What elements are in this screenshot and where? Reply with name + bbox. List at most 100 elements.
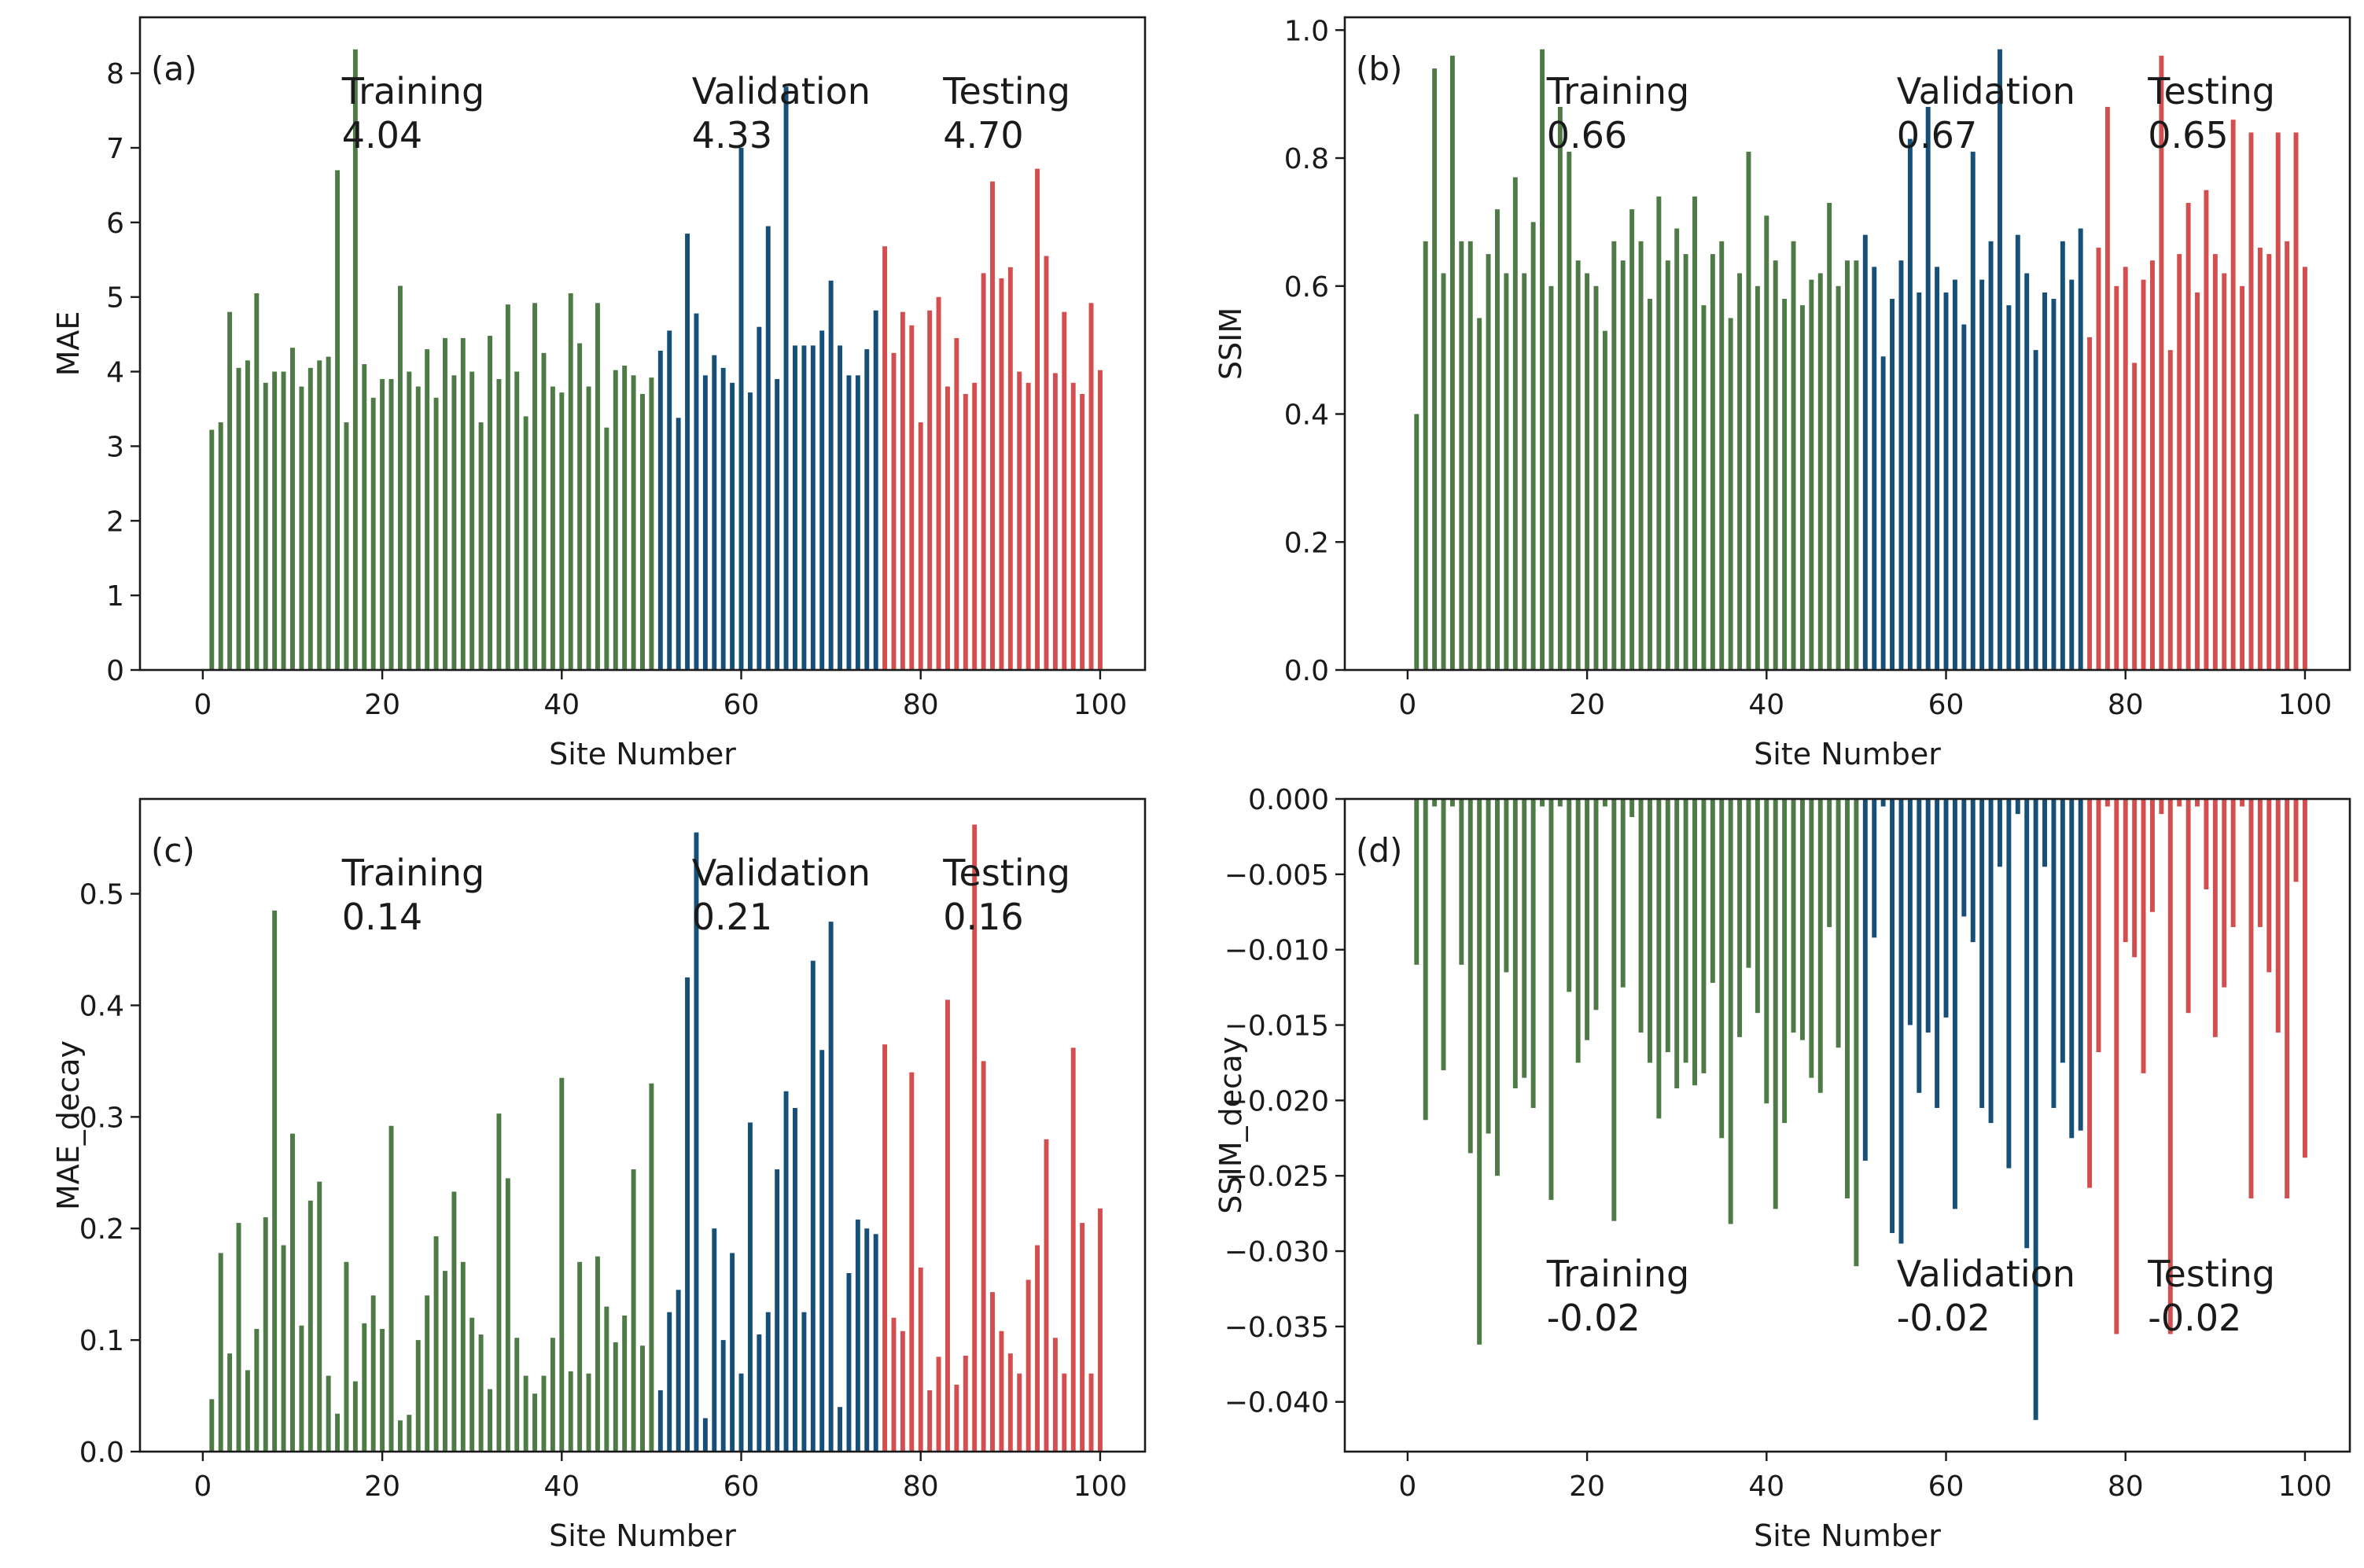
bar-training-site-6	[254, 1328, 260, 1452]
bar-validation-site-55	[694, 313, 699, 670]
bar-training-site-14	[1530, 222, 1536, 670]
y-tick-label: 2	[106, 506, 124, 538]
bar-training-site-6	[254, 293, 260, 670]
x-tick-label: 60	[724, 1470, 760, 1503]
bar-validation-site-53	[676, 418, 681, 670]
bar-training-site-25	[1629, 799, 1635, 817]
bar-testing-site-96	[1062, 311, 1067, 670]
bar-training-site-46	[1817, 799, 1823, 1093]
bar-training-site-29	[460, 1261, 466, 1452]
bar-training-site-50	[1854, 260, 1859, 671]
bar-training-site-45	[604, 1306, 609, 1452]
annotation-training-name: Training	[1546, 70, 1690, 112]
bar-testing-site-100	[1097, 1208, 1103, 1452]
y-tick-label: 0	[106, 655, 124, 687]
bar-training-site-43	[1791, 241, 1796, 670]
bar-training-site-37	[1737, 273, 1743, 670]
y-tick-label: 4	[106, 357, 124, 389]
bar-training-site-7	[263, 1217, 268, 1452]
bar-testing-site-84	[954, 1384, 959, 1452]
bar-training-site-19	[370, 1295, 376, 1452]
bar-training-site-47	[1827, 202, 1832, 671]
x-tick-label: 40	[543, 1470, 580, 1503]
bar-training-site-31	[1683, 254, 1688, 671]
annotation-training-name: Training	[341, 70, 485, 112]
y-tick-label: 0.0	[1284, 655, 1329, 687]
bar-training-site-45	[1809, 279, 1814, 670]
bar-training-site-28	[1656, 196, 1662, 671]
x-tick-label: 80	[2108, 689, 2144, 721]
bar-training-site-8	[272, 910, 278, 1452]
bar-training-site-29	[460, 337, 466, 670]
bar-testing-site-83	[945, 999, 950, 1452]
bar-validation-site-74	[2069, 279, 2075, 670]
bar-validation-site-70	[2033, 350, 2038, 670]
bar-validation-site-69	[819, 330, 825, 670]
annotation-testing-name: Testing	[2147, 70, 2275, 112]
annotation-training-name: Training	[1546, 1253, 1690, 1295]
bar-validation-site-67	[2006, 305, 2012, 670]
chart-panel-d: 0 20 40 60 80 100 0.000 −0.005 −0.010 −0.015 −0.02…	[1213, 784, 2351, 1553]
y-tick-label: 0.1	[79, 1325, 124, 1357]
bar-validation-site-70	[2033, 799, 2038, 1420]
bar-validation-site-75	[873, 1234, 878, 1452]
bar-training-site-44	[1799, 799, 1805, 1040]
bar-training-site-21	[388, 1125, 394, 1452]
bar-validation-site-69	[2024, 799, 2030, 1249]
bar-training-site-25	[425, 349, 430, 670]
bar-training-site-36	[523, 1375, 528, 1452]
bar-testing-site-95	[1052, 373, 1058, 670]
annotation-training-value: 0.14	[342, 896, 422, 938]
bar-training-site-7	[263, 382, 268, 670]
bar-training-site-44	[595, 303, 600, 670]
bar-validation-site-65	[1988, 799, 1994, 1124]
bar-training-site-42	[1782, 799, 1788, 1124]
bar-validation-site-57	[1917, 799, 1922, 1093]
x-axis-label: Site Number	[549, 737, 736, 771]
bar-testing-site-87	[981, 273, 986, 670]
bar-training-site-23	[1611, 799, 1617, 1221]
chart-panel-c: 0 20 40 60 80 100 0.0 0.1 0.2 0.3 0.4 0.5 Site Numbe…	[51, 797, 1147, 1553]
bar-training-site-5	[245, 1370, 250, 1452]
bar-training-site-21	[1593, 799, 1599, 1010]
y-tick-label: −0.010	[1224, 935, 1329, 967]
bar-training-site-34	[505, 304, 510, 670]
bar-testing-site-78	[2104, 799, 2110, 807]
bar-testing-site-76	[882, 246, 888, 671]
bar-training-site-24	[415, 386, 421, 670]
annotation-validation-name: Validation	[692, 70, 871, 112]
annotation-training-value: 0.66	[1547, 114, 1627, 156]
bar-validation-site-67	[801, 1312, 807, 1452]
bar-training-site-44	[1799, 305, 1805, 670]
bar-validation-site-52	[667, 330, 672, 670]
bar-training-site-14	[326, 1375, 331, 1452]
bar-training-site-36	[523, 416, 528, 670]
bar-testing-site-96	[1062, 1373, 1067, 1452]
bar-training-site-45	[604, 427, 609, 670]
bar-training-site-12	[1512, 177, 1518, 670]
bar-validation-site-58	[720, 367, 726, 670]
bar-training-site-27	[1648, 299, 1652, 670]
bar-testing-site-94	[2248, 799, 2254, 1198]
bar-validation-site-68	[810, 345, 816, 670]
bar-validation-site-73	[855, 1219, 860, 1452]
bar-testing-site-78	[900, 1331, 905, 1452]
bar-validation-site-72	[2051, 299, 2057, 670]
bar-training-site-33	[496, 1113, 502, 1452]
bar-training-site-32	[1692, 196, 1697, 671]
bar-training-site-16	[344, 422, 349, 670]
bar-training-site-18	[362, 364, 367, 670]
bar-testing-site-77	[2096, 247, 2101, 670]
bar-training-site-50	[649, 377, 654, 670]
bar-testing-site-80	[918, 1267, 923, 1452]
plot-frame	[138, 16, 1147, 672]
bar-training-site-39	[1755, 799, 1760, 1014]
bar-testing-site-99	[1088, 1373, 1094, 1452]
bar-training-site-43	[1791, 799, 1796, 1033]
bar-training-site-14	[1530, 799, 1536, 1108]
bar-testing-site-77	[2096, 799, 2101, 1053]
bar-validation-site-57	[712, 1228, 717, 1452]
bar-testing-site-94	[1044, 1139, 1049, 1452]
bar-testing-site-98	[2285, 241, 2290, 670]
bar-testing-site-83	[2150, 799, 2155, 912]
